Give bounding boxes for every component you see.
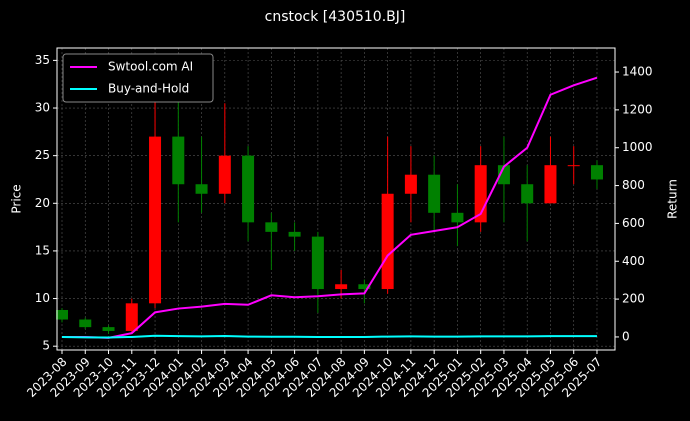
candle-body [311, 236, 324, 290]
y-tick-label: 30 [35, 101, 50, 115]
y-axis-label: Price [10, 184, 24, 213]
series-line [62, 76, 598, 339]
legend-label: Swtool.com AI [108, 60, 193, 74]
candle-body [102, 327, 115, 331]
candle-body [265, 222, 278, 232]
y-tick-label: 15 [35, 243, 50, 257]
candle-body [451, 212, 464, 223]
y2-axis-label: Return [666, 179, 680, 219]
candle-body [288, 231, 301, 237]
candle-body [242, 155, 255, 223]
y2-tick-label: 1200 [622, 102, 653, 116]
candle-body [381, 193, 394, 290]
candle-body [125, 303, 138, 331]
candle-body [218, 155, 231, 194]
y-tick-label: 20 [35, 196, 50, 210]
candle-body [428, 174, 441, 213]
candle-body [172, 136, 185, 185]
legend-label: Buy-and-Hold [108, 82, 189, 96]
candle-body [590, 165, 603, 180]
candle-body [195, 184, 208, 194]
chart-title: cnstock [430510.BJ] [265, 9, 406, 25]
y2-tick-label: 1400 [622, 65, 653, 79]
candle-body [335, 284, 348, 290]
candle-body [567, 165, 580, 167]
legend-box [62, 53, 214, 103]
y-tick-label: 35 [35, 53, 50, 67]
candle-body [544, 165, 557, 204]
candle-body [358, 284, 371, 290]
y2-tick-label: 0 [622, 329, 630, 343]
candle-body [149, 136, 162, 304]
y2-tick-label: 200 [622, 292, 645, 306]
y2-tick-label: 1000 [622, 140, 653, 154]
y-tick-label: 10 [35, 291, 50, 305]
y2-tick-label: 400 [622, 254, 645, 268]
y2-tick-label: 800 [622, 178, 645, 192]
candle-body [56, 309, 68, 320]
plot-frame [56, 47, 616, 351]
y2-tick-label: 600 [622, 216, 645, 230]
y-tick-label: 5 [42, 339, 50, 353]
candle-body [404, 174, 417, 194]
candle-body [521, 184, 534, 204]
candle-body [497, 165, 510, 185]
series-line [61, 334, 597, 339]
y-tick-label: 25 [35, 148, 50, 162]
candle-body [79, 319, 92, 328]
